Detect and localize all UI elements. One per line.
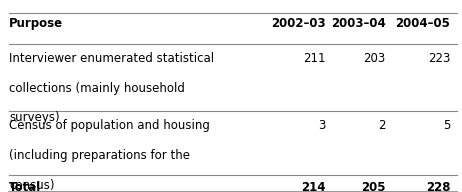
Text: 3: 3	[318, 119, 326, 132]
Text: 205: 205	[361, 181, 386, 192]
Text: 211: 211	[303, 52, 326, 65]
Text: surveys): surveys)	[9, 111, 60, 124]
Text: census): census)	[9, 179, 55, 192]
Text: Interviewer enumerated statistical: Interviewer enumerated statistical	[9, 52, 214, 65]
Text: 2004–05: 2004–05	[395, 17, 450, 30]
Text: Census of population and housing: Census of population and housing	[9, 119, 210, 132]
Text: 223: 223	[428, 52, 450, 65]
Text: collections (mainly household: collections (mainly household	[9, 82, 185, 95]
Text: Purpose: Purpose	[9, 17, 63, 30]
Text: 203: 203	[364, 52, 386, 65]
Text: 2: 2	[378, 119, 386, 132]
Text: 2003–04: 2003–04	[331, 17, 386, 30]
Text: 228: 228	[426, 181, 450, 192]
Text: Total: Total	[9, 181, 42, 192]
Text: 2002–03: 2002–03	[271, 17, 326, 30]
Text: (including preparations for the: (including preparations for the	[9, 149, 190, 162]
Text: 5: 5	[443, 119, 450, 132]
Text: 214: 214	[301, 181, 326, 192]
